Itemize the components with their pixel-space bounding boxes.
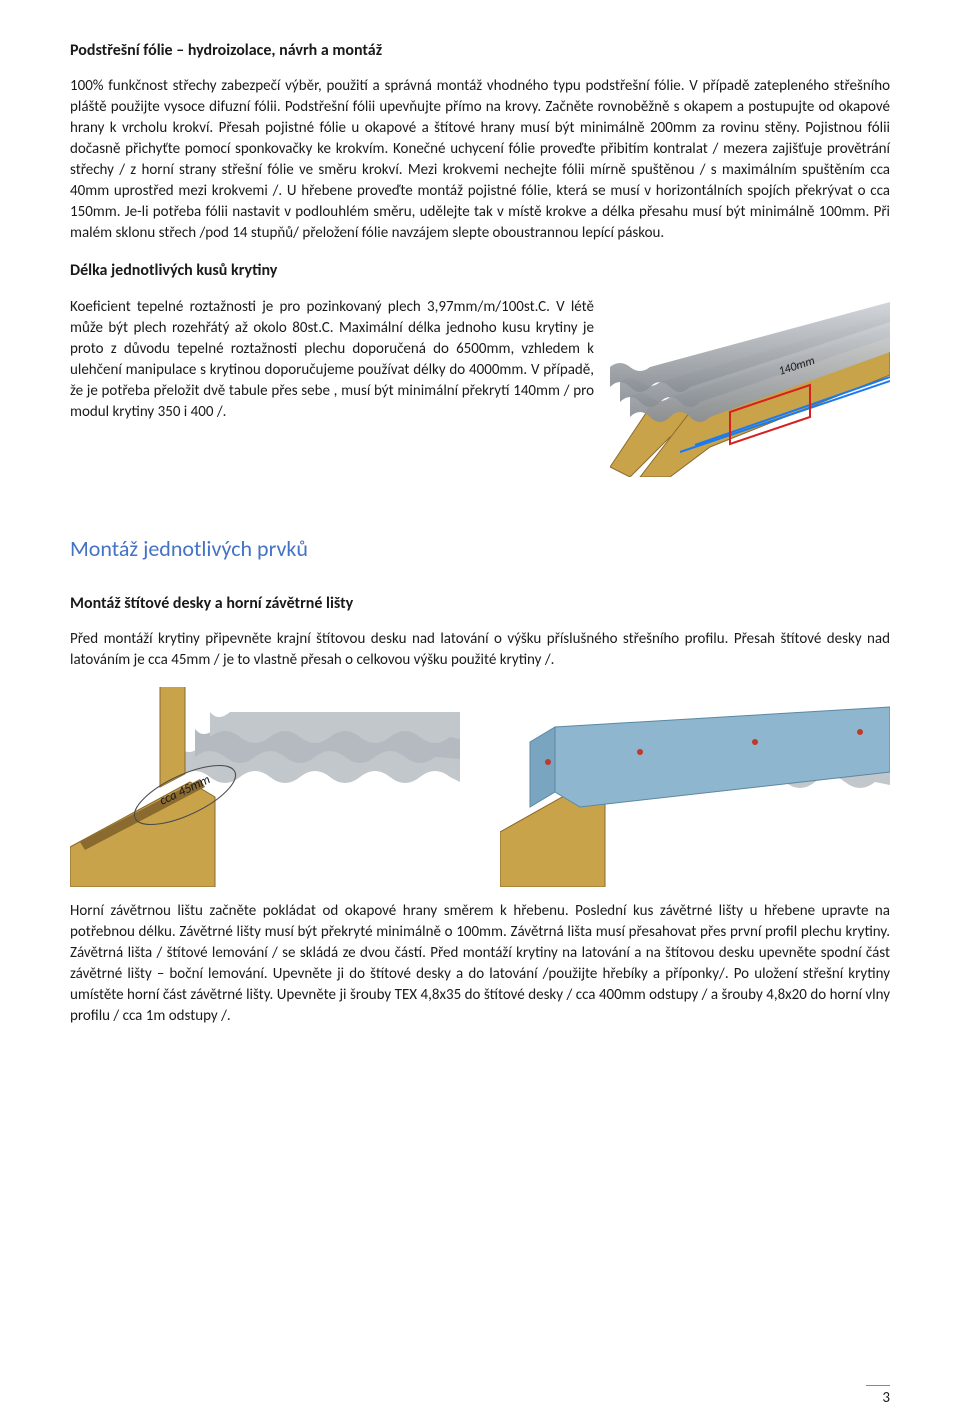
section2-body: Koeficient tepelné roztažnosti je pro po… bbox=[70, 297, 594, 423]
diagram-gable-left: cca 45mm bbox=[70, 687, 460, 887]
section4-body-before: Před montáží krytiny připevněte krajní š… bbox=[70, 629, 890, 671]
section1-body: 100% funkčnost střechy zabezpečí výběr, … bbox=[70, 76, 890, 244]
section1-title: Podstřešní fólie – hydroizolace, návrh a… bbox=[70, 40, 890, 62]
section4-image-pair: cca 45mm bbox=[70, 687, 890, 887]
section2-title: Délka jednotlivých kusů krytiny bbox=[70, 260, 890, 282]
section4-title: Montáž štítové desky a horní závětrné li… bbox=[70, 593, 890, 615]
section2-row: Koeficient tepelné roztažnosti je pro po… bbox=[70, 297, 890, 484]
page-number: 3 bbox=[866, 1385, 890, 1409]
section3-title: Montáž jednotlivých prvků bbox=[70, 534, 890, 565]
section2-diagram: 140mm bbox=[610, 297, 890, 484]
diagram-gable-right bbox=[500, 687, 890, 887]
section4-body-after: Horní závětrnou lištu začněte pokládat o… bbox=[70, 901, 890, 1027]
